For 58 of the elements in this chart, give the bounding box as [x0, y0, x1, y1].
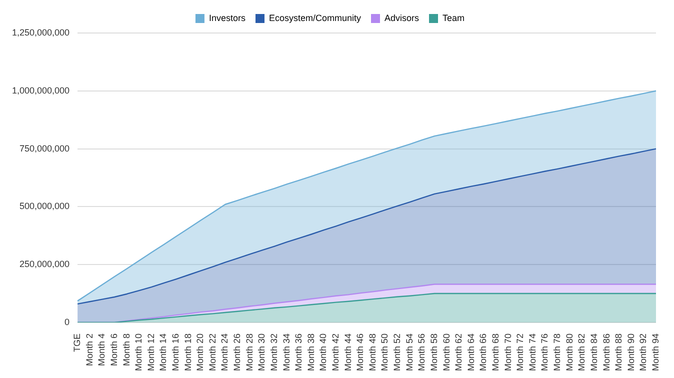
x-tick-label: Month 30 [256, 333, 267, 372]
x-tick-label: Month 34 [281, 333, 292, 372]
x-tick-label: Month 56 [416, 333, 427, 372]
x-tick-label: Month 54 [404, 333, 414, 372]
x-tick-label: Month 48 [367, 333, 378, 372]
x-tick-label: Month 94 [650, 333, 660, 372]
x-tick-label: Month 78 [552, 333, 562, 372]
x-tick-label: Month 12 [146, 333, 156, 372]
x-tick-label: Month 26 [232, 333, 242, 372]
x-tick-label: Month 24 [220, 333, 230, 372]
x-tick-label: Month 8 [121, 333, 132, 366]
x-tick-label: Month 52 [392, 333, 402, 372]
x-tick-label: Month 4 [96, 333, 107, 366]
x-tick-label: Month 22 [207, 333, 218, 372]
x-tick-label: Month 90 [626, 333, 636, 372]
x-tick-label: Month 10 [134, 333, 144, 372]
x-tick-label: Month 72 [515, 333, 526, 372]
y-tick-label: 0 [64, 316, 70, 327]
x-tick-label: Month 14 [158, 333, 168, 372]
y-tick-label: 1,250,000,000 [12, 27, 70, 38]
x-tick-label: Month 92 [638, 333, 648, 372]
x-tick-label: Month 20 [195, 333, 206, 372]
legend-label: Ecosystem/Community [268, 12, 362, 23]
x-tick-label: TGE [72, 333, 82, 352]
x-tick-label: Month 66 [478, 333, 488, 372]
x-tick-label: Month 76 [540, 333, 550, 372]
x-tick-label: Month 44 [342, 333, 353, 372]
x-tick-label: Month 42 [330, 333, 340, 372]
x-tick-label: Month 84 [588, 333, 599, 372]
y-tick-label: 250,000,000 [19, 259, 70, 270]
x-tick-label: Month 18 [182, 333, 193, 372]
x-tick-label: Month 86 [601, 333, 612, 372]
x-tick-label: Month 82 [576, 333, 587, 372]
x-tick-label: Month 88 [614, 333, 624, 372]
y-tick-label: 500,000,000 [19, 201, 70, 212]
x-tick-label: Month 80 [564, 333, 574, 372]
x-tick-label: Month 60 [441, 333, 452, 372]
x-tick-label: Month 32 [268, 333, 279, 372]
x-tick-label: Month 38 [306, 333, 316, 372]
x-tick-label: Month 74 [527, 333, 538, 372]
x-tick-label: Month 6 [108, 333, 119, 366]
legend-label: Investors [208, 12, 246, 23]
x-tick-label: Month 16 [170, 333, 180, 372]
x-tick-label: Month 64 [466, 333, 476, 372]
x-tick-label: Month 58 [428, 333, 439, 372]
x-tick-label: Month 40 [318, 333, 328, 372]
x-tick-label: Month 46 [355, 333, 366, 372]
legend-label: Team [442, 12, 465, 23]
x-tick-label: Month 28 [244, 333, 254, 372]
x-tick-label: Month 2 [84, 333, 94, 366]
legend-label: Advisors [384, 12, 420, 23]
x-tick-label: Month 62 [454, 333, 464, 372]
x-tick-label: Month 70 [502, 333, 513, 372]
y-tick-label: 1,000,000,000 [12, 85, 70, 96]
x-tick-label: Month 68 [490, 333, 500, 372]
x-tick-label: Month 50 [380, 333, 390, 372]
y-tick-label: 750,000,000 [19, 143, 70, 154]
x-tick-label: Month 36 [294, 333, 304, 372]
